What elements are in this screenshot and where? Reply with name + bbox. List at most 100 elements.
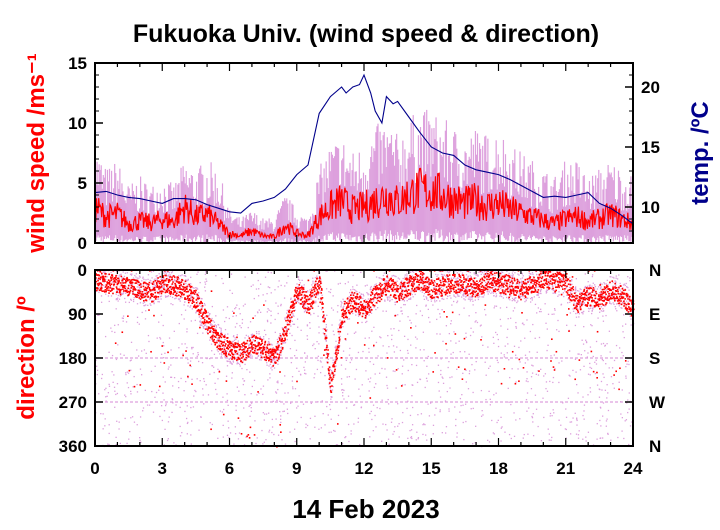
gust-dir-dot [228, 360, 230, 362]
gust-dir-dot [553, 354, 555, 356]
gust-dir-dot [355, 314, 357, 316]
gust-dir-dot [564, 428, 567, 430]
gust-dir-dot [625, 375, 627, 377]
gust-dir-dot [271, 426, 274, 428]
gust-dir-dot [290, 325, 292, 327]
gust-dir-dot [196, 300, 199, 303]
gust-dir-dot [356, 306, 358, 308]
mean-dir-dot [225, 355, 228, 358]
mean-dir-dot [144, 295, 147, 298]
mean-dir-dot [201, 321, 204, 323]
gust-dir-dot [387, 334, 389, 337]
mean-dir-dot [123, 284, 126, 287]
mean-dir-dot [211, 338, 214, 340]
gust-dir-dot [501, 426, 503, 428]
mean-dir-dot [207, 327, 210, 330]
gust-dir-dot [569, 421, 571, 423]
gust-dir-dot [500, 416, 502, 418]
gust-dir-dot [468, 296, 470, 298]
mean-dir-dot [132, 293, 134, 295]
mean-dir-dot [200, 301, 202, 303]
gust-dir-dot [434, 286, 436, 288]
gust-dir-dot [279, 338, 282, 340]
gust-dir-dot [172, 385, 174, 387]
gust-dir-dot [314, 415, 316, 417]
gust-dir-dot [147, 274, 150, 276]
gust-dir-dot [447, 366, 449, 369]
gust-dir-dot [537, 293, 539, 296]
gust-dir-dot [587, 281, 589, 283]
gust-dir-dot [344, 283, 347, 285]
gust-dir-dot [470, 276, 473, 279]
mean-dir-dot [173, 289, 175, 292]
gust-dir-dot [370, 285, 372, 288]
gust-dir-dot [333, 333, 335, 336]
gust-dir-dot [187, 362, 189, 364]
gust-dir-dot [262, 393, 264, 396]
gust-dir-dot [412, 278, 415, 280]
gust-dir-dot [495, 392, 497, 394]
gust-dir-dot [259, 337, 262, 339]
gust-dir-dot [589, 387, 591, 389]
gust-dir-dot [137, 355, 140, 357]
gust-dir-dot [115, 298, 117, 301]
gust-dir-dot [427, 403, 429, 405]
mean-dir-dot [240, 353, 243, 355]
gust-dir-dot [255, 288, 258, 290]
gust-dir-dot [191, 346, 193, 349]
gust-dir-dot [474, 369, 476, 371]
gust-dir-dot [629, 425, 632, 427]
gust-dir-dot [207, 394, 210, 396]
mean-dir-dot [174, 291, 177, 293]
gust-dir-dot [578, 290, 580, 292]
gust-dir-dot [192, 287, 194, 289]
gust-dir-dot [160, 278, 163, 280]
gust-dir-dot [607, 433, 609, 435]
gust-dir-dot [465, 332, 467, 334]
gust-dir-dot [286, 338, 288, 341]
gust-dir-dot [229, 432, 232, 434]
gust-dir-dot [193, 287, 195, 289]
gust-dir-dot [556, 270, 558, 273]
gust-dir-dot [495, 331, 497, 334]
gust-dir-dot [554, 309, 556, 311]
mean-dir-dot [199, 326, 201, 329]
gust-dir-dot [237, 340, 239, 342]
mean-dir-dot [261, 342, 264, 345]
gust-dir-dot [596, 384, 599, 386]
gust-dir-dot [338, 324, 340, 326]
gust-dir-dot [118, 275, 120, 277]
gust-dir-dot [493, 394, 495, 396]
gust-dir-dot [306, 338, 309, 340]
mean-dir-dot [157, 291, 160, 294]
gust-dir-dot [415, 439, 417, 441]
mean-dir-dot [184, 297, 186, 299]
gust-dir-dot [539, 290, 542, 293]
gust-dir-dot [384, 300, 386, 302]
gust-dir-dot [582, 438, 584, 440]
mean-dir-dot [251, 341, 253, 344]
gust-dir-dot [116, 298, 118, 301]
gust-dir-dot [222, 309, 225, 311]
mean-dir-dot [167, 281, 170, 284]
gust-dir-dot [115, 298, 118, 300]
gust-dir-dot [487, 439, 489, 441]
gust-dir-dot [440, 286, 442, 289]
mean-dir-dot [266, 347, 269, 350]
gust-dir-dot [205, 278, 207, 280]
mean-dir-dot [128, 293, 130, 296]
gust-dir-dot [620, 413, 622, 415]
gust-dir-dot [303, 306, 305, 308]
mean-dir-dot [141, 296, 144, 299]
gust-dir-dot [510, 437, 512, 440]
gust-dir-dot [347, 318, 349, 320]
gust-dir-dot [136, 349, 138, 351]
gust-dir-dot [98, 291, 100, 294]
mean-dir-dot [239, 346, 242, 348]
gust-dir-dot [615, 285, 617, 287]
gust-dir-dot [152, 290, 154, 292]
mean-dir-dot [231, 355, 234, 358]
gust-dir-dot [325, 353, 328, 355]
gust-dir-dot [531, 282, 533, 284]
gust-dir-dot [302, 403, 305, 405]
